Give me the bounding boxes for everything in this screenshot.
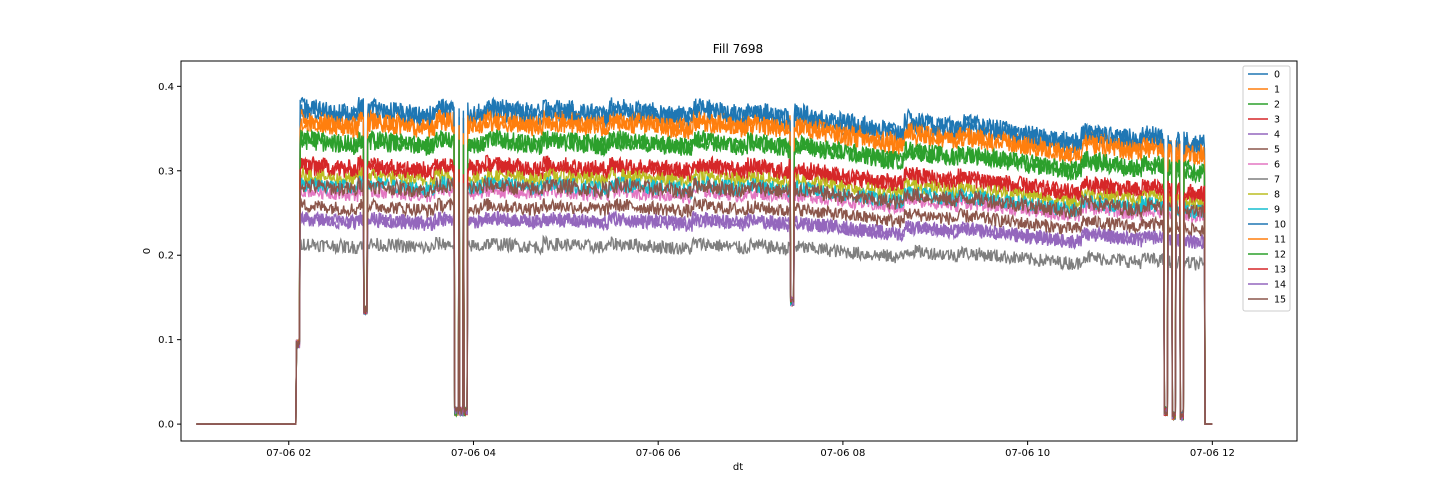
legend-label: 5 — [1274, 145, 1280, 156]
y-axis: 0.0 0.1 0.2 0.3 0.4 — [158, 82, 181, 431]
x-tick-label: 07-06 08 — [820, 448, 865, 459]
x-tick-label: 07-06 10 — [1005, 448, 1050, 459]
legend-label: 15 — [1274, 295, 1286, 306]
legend-label: 0 — [1274, 70, 1280, 81]
x-tick-label: 07-06 06 — [636, 448, 681, 459]
series-line-13 — [196, 154, 1213, 425]
plot-area — [196, 96, 1213, 425]
legend-label: 3 — [1274, 115, 1280, 126]
legend-label: 6 — [1274, 160, 1280, 171]
legend-label: 7 — [1274, 175, 1280, 186]
legend-label: 1 — [1274, 85, 1280, 96]
legend-label: 13 — [1274, 265, 1286, 276]
y-tick-label: 0.1 — [158, 335, 174, 346]
plot-frame — [180, 60, 1298, 442]
x-tick-label: 07-06 02 — [266, 448, 311, 459]
y-tick-label: 0.0 — [158, 420, 174, 431]
legend-label: 14 — [1274, 280, 1286, 291]
legend-box — [1242, 65, 1291, 312]
series-line-15 — [196, 177, 1213, 425]
legend-label: 8 — [1274, 190, 1280, 201]
chart-title: Fill 7698 — [713, 42, 763, 56]
y-tick-label: 0.3 — [158, 166, 174, 177]
legend-label: 10 — [1274, 220, 1286, 231]
legend-label: 2 — [1274, 100, 1280, 111]
x-axis-label: dt — [733, 462, 743, 473]
x-tick-label: 07-06 04 — [451, 448, 496, 459]
x-axis: 07-06 02 07-06 04 07-06 06 07-06 08 07-06 10… — [266, 441, 1235, 459]
x-tick-label: 07-06 12 — [1190, 448, 1235, 459]
y-axis-label: 0 — [142, 248, 153, 254]
legend-label: 9 — [1274, 205, 1280, 216]
series-layer — [196, 96, 1213, 425]
y-tick-label: 0.4 — [158, 82, 174, 93]
legend-label: 12 — [1274, 250, 1286, 261]
legend-label: 4 — [1274, 130, 1280, 141]
y-tick-label: 0.2 — [158, 251, 174, 262]
legend-label: 11 — [1274, 235, 1286, 246]
